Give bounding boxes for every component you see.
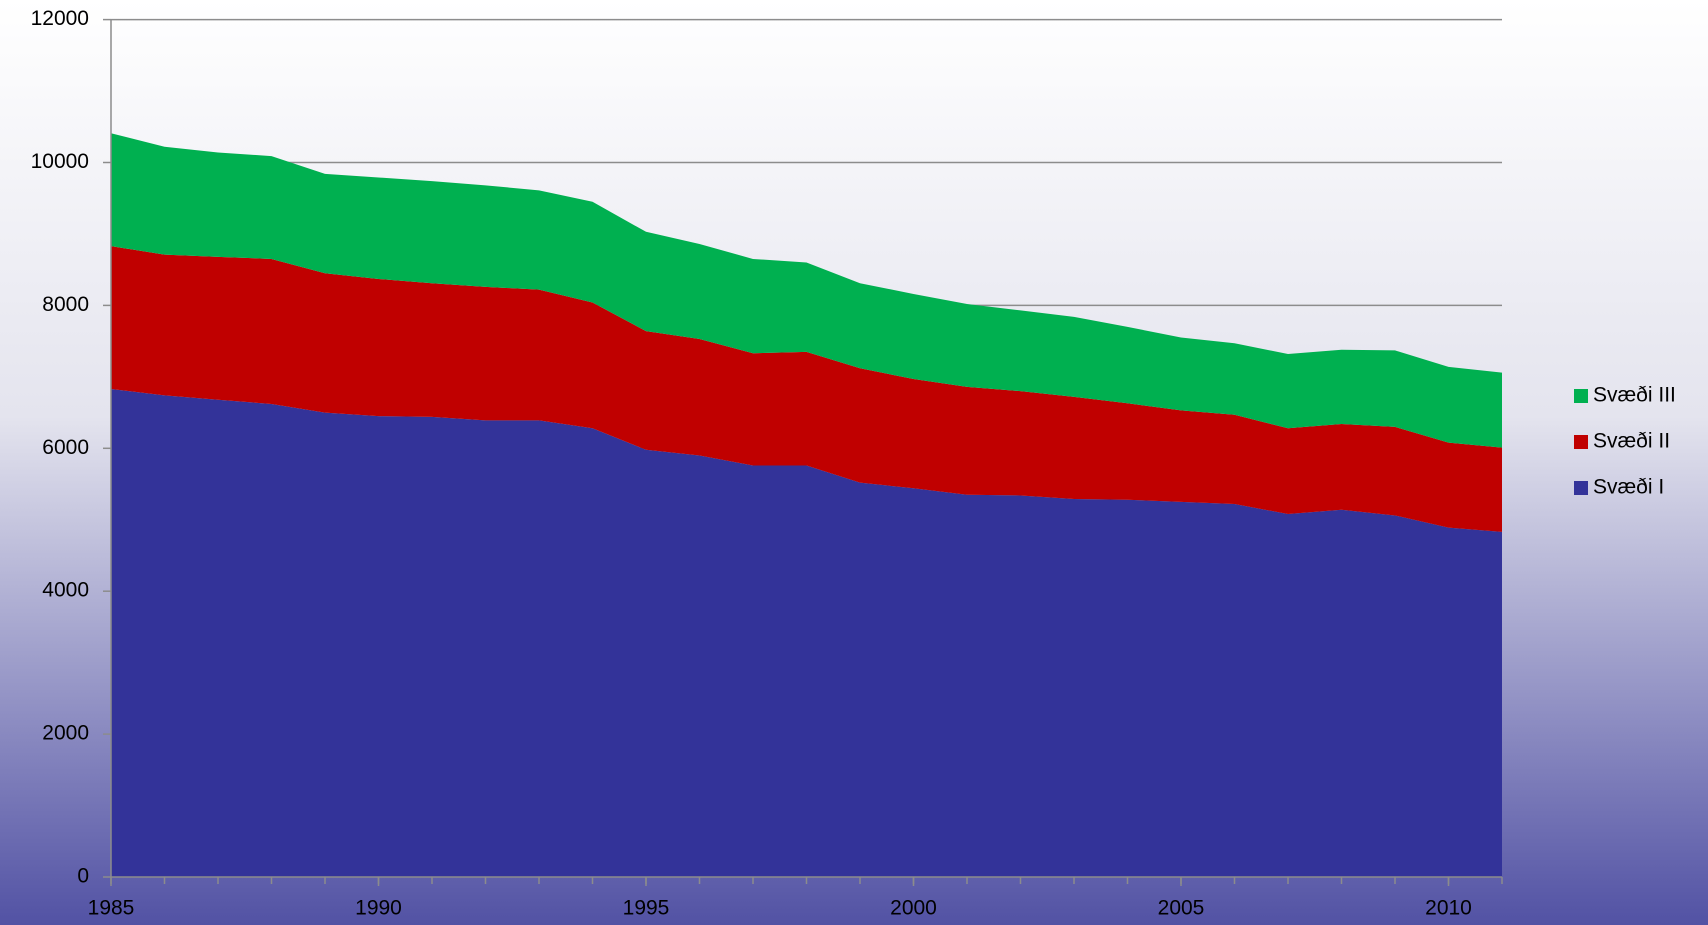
x-tick-label: 2005 — [1158, 897, 1205, 920]
y-tick-label: 12000 — [31, 7, 89, 30]
area — [111, 246, 1502, 532]
legend-swatch — [1574, 389, 1588, 403]
area — [111, 133, 1502, 448]
legend-label: Svæði I — [1593, 476, 1664, 499]
x-tick-label: 1995 — [623, 897, 670, 920]
area — [111, 388, 1502, 877]
x-tick-label: 1985 — [88, 897, 135, 920]
y-tick-label: 6000 — [42, 436, 89, 459]
y-tick-label: 4000 — [42, 579, 89, 602]
x-tick-label: 2010 — [1425, 897, 1472, 920]
y-tick-label: 0 — [77, 865, 89, 888]
legend-swatch — [1574, 435, 1588, 449]
y-tick-label: 8000 — [42, 293, 89, 316]
x-tick-label: 1990 — [355, 897, 402, 920]
legend-label: Svæði III — [1593, 384, 1676, 407]
legend-swatch — [1574, 481, 1588, 495]
y-tick-label: 10000 — [31, 150, 89, 173]
y-tick-label: 2000 — [42, 722, 89, 745]
legend-label: Svæði II — [1593, 430, 1670, 453]
x-tick-label: 2000 — [890, 897, 937, 920]
